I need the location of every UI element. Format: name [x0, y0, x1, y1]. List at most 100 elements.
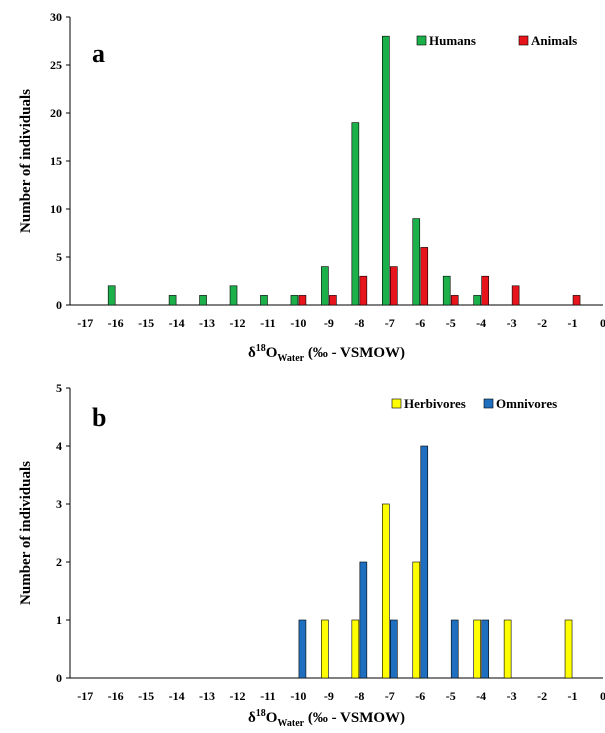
chart-b-legend-swatch-omnivores — [483, 398, 494, 409]
chart-a-x-tick-label: -2 — [537, 316, 547, 330]
chart-a-bar-humans — [168, 295, 177, 306]
chart-b-x-tick-label: -7 — [385, 689, 395, 703]
chart-a-x-tick-label: -8 — [354, 316, 364, 330]
chart-a-x-tick-label: -7 — [385, 316, 395, 330]
chart-a-y-axis-label: Number of individuals — [18, 89, 34, 233]
chart-a-y-tick-label: 25 — [50, 58, 62, 72]
chart-a-legend-label-humans: Humans — [429, 33, 476, 48]
chart-b-x-tick-label: -9 — [324, 689, 334, 703]
chart-a-x-tick-label: -17 — [77, 316, 93, 330]
chart-a-x-tick-label: -13 — [199, 316, 215, 330]
chart-b-bar-herbivores — [321, 619, 329, 679]
chart-b-x-tick-label: -1 — [568, 689, 578, 703]
chart-b-bar-omnivores — [359, 561, 368, 679]
chart-b-bar-omnivores — [420, 445, 429, 679]
chart-b-x-tick-label: -11 — [260, 689, 275, 703]
chart-a-y-tick-label: 0 — [56, 298, 62, 312]
chart-b-panel-label: b — [92, 403, 106, 432]
chart-a-x-tick-label: -11 — [260, 316, 275, 330]
chart-a-legend-swatch-animals — [518, 35, 529, 46]
chart-a-x-tick-label: -16 — [108, 316, 124, 330]
chart-b-y-tick-label: 0 — [56, 671, 62, 685]
chart-a-y-tick-label: 30 — [50, 10, 62, 24]
chart-panel-b: 0 1 2 3 4 5 -17 -16 -15 -14 -13 -12 -11 -10 -9 -8 -7 -6 -5… — [0, 364, 605, 729]
chart-b-x-tick-label: -8 — [354, 689, 364, 703]
chart-b-y-tick-label: 1 — [56, 613, 62, 627]
chart-b-bar-herbivores — [351, 619, 360, 679]
chart-b-bar-omnivores — [298, 619, 307, 679]
chart-a-bar-humans — [412, 218, 421, 306]
chart-a-bar-animals — [572, 295, 581, 306]
chart-b-x-tick-label: -16 — [108, 689, 124, 703]
chart-a-legend: Humans Animals — [416, 33, 577, 48]
chart-b-bar-herbivores — [564, 619, 573, 679]
chart-a-y-tick-label: 10 — [50, 202, 62, 216]
chart-a-x-tick-label: -4 — [476, 316, 486, 330]
chart-b-legend-label-omnivores: Omnivores — [496, 396, 557, 411]
chart-b-x-tick-label: -17 — [77, 689, 93, 703]
chart-a-x-tick-label: -6 — [415, 316, 425, 330]
chart-b-x-axis-label: δ18OWater (‰ - VSMOW) — [248, 708, 405, 728]
chart-b-y-axis-label: Number of individuals — [18, 461, 34, 605]
chart-a-y-tick-label: 5 — [56, 250, 62, 264]
chart-b-x-tick-label: -10 — [290, 689, 306, 703]
chart-b-x-tick-label: -13 — [199, 689, 215, 703]
chart-a-bar-humans — [381, 35, 390, 306]
chart-a-x-tick-label: -3 — [507, 316, 517, 330]
chart-b-bar-herbivores — [381, 503, 390, 679]
chart-b-bar-omnivores — [389, 619, 398, 679]
chart-b-bar-omnivores — [481, 619, 489, 679]
chart-b-bar-herbivores — [473, 619, 481, 679]
chart-a-bar-humans — [473, 295, 481, 306]
chart-a-bar-humans — [199, 295, 207, 306]
chart-a-bar-animals — [511, 285, 520, 306]
chart-a-bar-animals — [329, 295, 337, 306]
chart-a-x-tick-label: -9 — [324, 316, 334, 330]
chart-b-x-tick-label: -6 — [415, 689, 425, 703]
chart-a-bar-humans — [442, 275, 451, 306]
chart-a-panel-label: a — [92, 39, 105, 68]
chart-a-x-axis-label: δ18OWater (‰ - VSMOW) — [248, 343, 405, 364]
chart-b-legend-swatch-herbivores — [391, 398, 402, 409]
chart-a-y-tick-label: 20 — [50, 106, 62, 120]
chart-b-x-tick-label: -3 — [507, 689, 517, 703]
chart-a-legend-swatch-humans — [416, 35, 427, 46]
chart-a-bar-animals — [359, 275, 368, 306]
chart-b-x-tick-label: -2 — [537, 689, 547, 703]
chart-a-x-tick-label: -12 — [230, 316, 246, 330]
chart-a-bar-animals — [420, 247, 429, 306]
chart-a-legend-label-animals: Animals — [531, 33, 577, 48]
chart-a-y-tick-label: 15 — [50, 154, 62, 168]
chart-a-bar-animals — [450, 295, 459, 306]
chart-a-bar-humans — [229, 285, 238, 306]
chart-a-x-tick-label: -10 — [290, 316, 306, 330]
chart-b-bar-omnivores — [450, 619, 459, 679]
chart-a-x-tick-label: -1 — [568, 316, 578, 330]
chart-b-bar-herbivores — [412, 561, 421, 679]
chart-a-bar-humans — [351, 122, 360, 306]
chart-b-x-tick-label: -12 — [230, 689, 246, 703]
chart-b-legend: Herbivores Omnivores — [391, 396, 557, 411]
chart-a-bar-humans — [321, 266, 329, 306]
chart-a-bar-animals — [298, 295, 307, 306]
chart-a-x-tick-label: -14 — [169, 316, 185, 330]
chart-a-x-tick-label: -5 — [446, 316, 456, 330]
chart-b-x-tick-label: -14 — [169, 689, 185, 703]
chart-b-x-tick-label: -4 — [476, 689, 486, 703]
chart-panel-a: 0 5 10 15 20 25 30 -17 -16 -15 -14 -13 -12 -11 -10 -9 -8… — [0, 0, 605, 364]
chart-a-x-tick-label: 0 — [600, 316, 605, 330]
chart-b-x-tick-label: 0 — [600, 689, 605, 703]
chart-a-bar-humans — [107, 285, 116, 306]
chart-b-x-tick-label: -5 — [446, 689, 456, 703]
chart-b-x-tick-label: -15 — [138, 689, 154, 703]
chart-a-bar-humans — [260, 295, 268, 306]
chart-a-bar-animals — [481, 275, 489, 306]
chart-a-x-tick-label: -15 — [138, 316, 154, 330]
chart-b-y-tick-label: 4 — [56, 439, 62, 453]
chart-b-legend-label-herbivores: Herbivores — [404, 396, 466, 411]
chart-b-bar-herbivores — [503, 619, 512, 679]
chart-b-y-tick-label: 3 — [56, 497, 62, 511]
chart-a-bar-animals — [389, 266, 398, 306]
